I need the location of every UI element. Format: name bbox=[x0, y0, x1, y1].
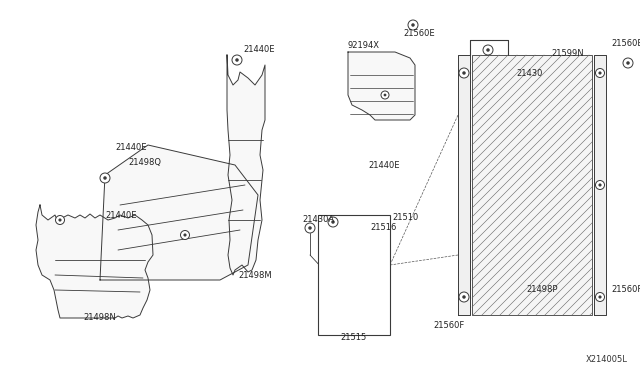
Text: 21510: 21510 bbox=[392, 214, 419, 222]
Circle shape bbox=[459, 292, 469, 302]
Text: 21516: 21516 bbox=[370, 224, 396, 232]
Circle shape bbox=[595, 180, 605, 189]
Polygon shape bbox=[100, 145, 258, 280]
Text: 21440E: 21440E bbox=[105, 211, 136, 219]
Text: 21498N: 21498N bbox=[83, 314, 116, 323]
Circle shape bbox=[598, 71, 602, 74]
Circle shape bbox=[383, 94, 387, 96]
Polygon shape bbox=[348, 52, 415, 120]
Text: X214005L: X214005L bbox=[586, 355, 628, 364]
Polygon shape bbox=[458, 55, 470, 315]
Polygon shape bbox=[36, 205, 153, 318]
Circle shape bbox=[462, 295, 466, 299]
Circle shape bbox=[305, 223, 315, 233]
Circle shape bbox=[58, 218, 61, 222]
Circle shape bbox=[483, 45, 493, 55]
Text: 21560E: 21560E bbox=[611, 38, 640, 48]
Polygon shape bbox=[326, 218, 360, 288]
Circle shape bbox=[232, 55, 242, 65]
Circle shape bbox=[381, 91, 389, 99]
Text: 21515: 21515 bbox=[340, 334, 366, 343]
Circle shape bbox=[595, 292, 605, 301]
Circle shape bbox=[100, 173, 110, 183]
Polygon shape bbox=[594, 55, 606, 315]
Circle shape bbox=[180, 231, 189, 240]
Text: 21498Q: 21498Q bbox=[128, 158, 161, 167]
Circle shape bbox=[408, 20, 418, 30]
Text: 21560E: 21560E bbox=[403, 29, 435, 38]
Text: 21440E: 21440E bbox=[243, 45, 275, 55]
Circle shape bbox=[595, 68, 605, 77]
Circle shape bbox=[56, 215, 65, 224]
Text: 21430A: 21430A bbox=[302, 215, 334, 224]
Circle shape bbox=[598, 295, 602, 299]
Circle shape bbox=[459, 68, 469, 78]
Circle shape bbox=[184, 233, 187, 237]
Text: 21430: 21430 bbox=[516, 68, 542, 77]
Circle shape bbox=[103, 176, 107, 180]
Text: 21560F: 21560F bbox=[433, 321, 464, 330]
Circle shape bbox=[462, 71, 466, 75]
Circle shape bbox=[412, 23, 415, 27]
Bar bbox=[318, 215, 390, 335]
Text: 21560F: 21560F bbox=[611, 285, 640, 295]
Circle shape bbox=[598, 183, 602, 187]
Circle shape bbox=[486, 48, 490, 52]
Text: 92194X: 92194X bbox=[348, 41, 380, 49]
Text: 21440E: 21440E bbox=[115, 144, 147, 153]
Circle shape bbox=[332, 220, 335, 224]
Text: 21498M: 21498M bbox=[238, 270, 271, 279]
Circle shape bbox=[236, 58, 239, 62]
Circle shape bbox=[627, 61, 630, 65]
Text: 21498P: 21498P bbox=[526, 285, 557, 295]
Text: 21440E: 21440E bbox=[368, 160, 399, 170]
Polygon shape bbox=[227, 55, 265, 275]
Circle shape bbox=[308, 226, 312, 230]
Bar bbox=[472, 55, 592, 315]
Text: 21599N: 21599N bbox=[551, 48, 584, 58]
Circle shape bbox=[328, 217, 338, 227]
Circle shape bbox=[623, 58, 633, 68]
